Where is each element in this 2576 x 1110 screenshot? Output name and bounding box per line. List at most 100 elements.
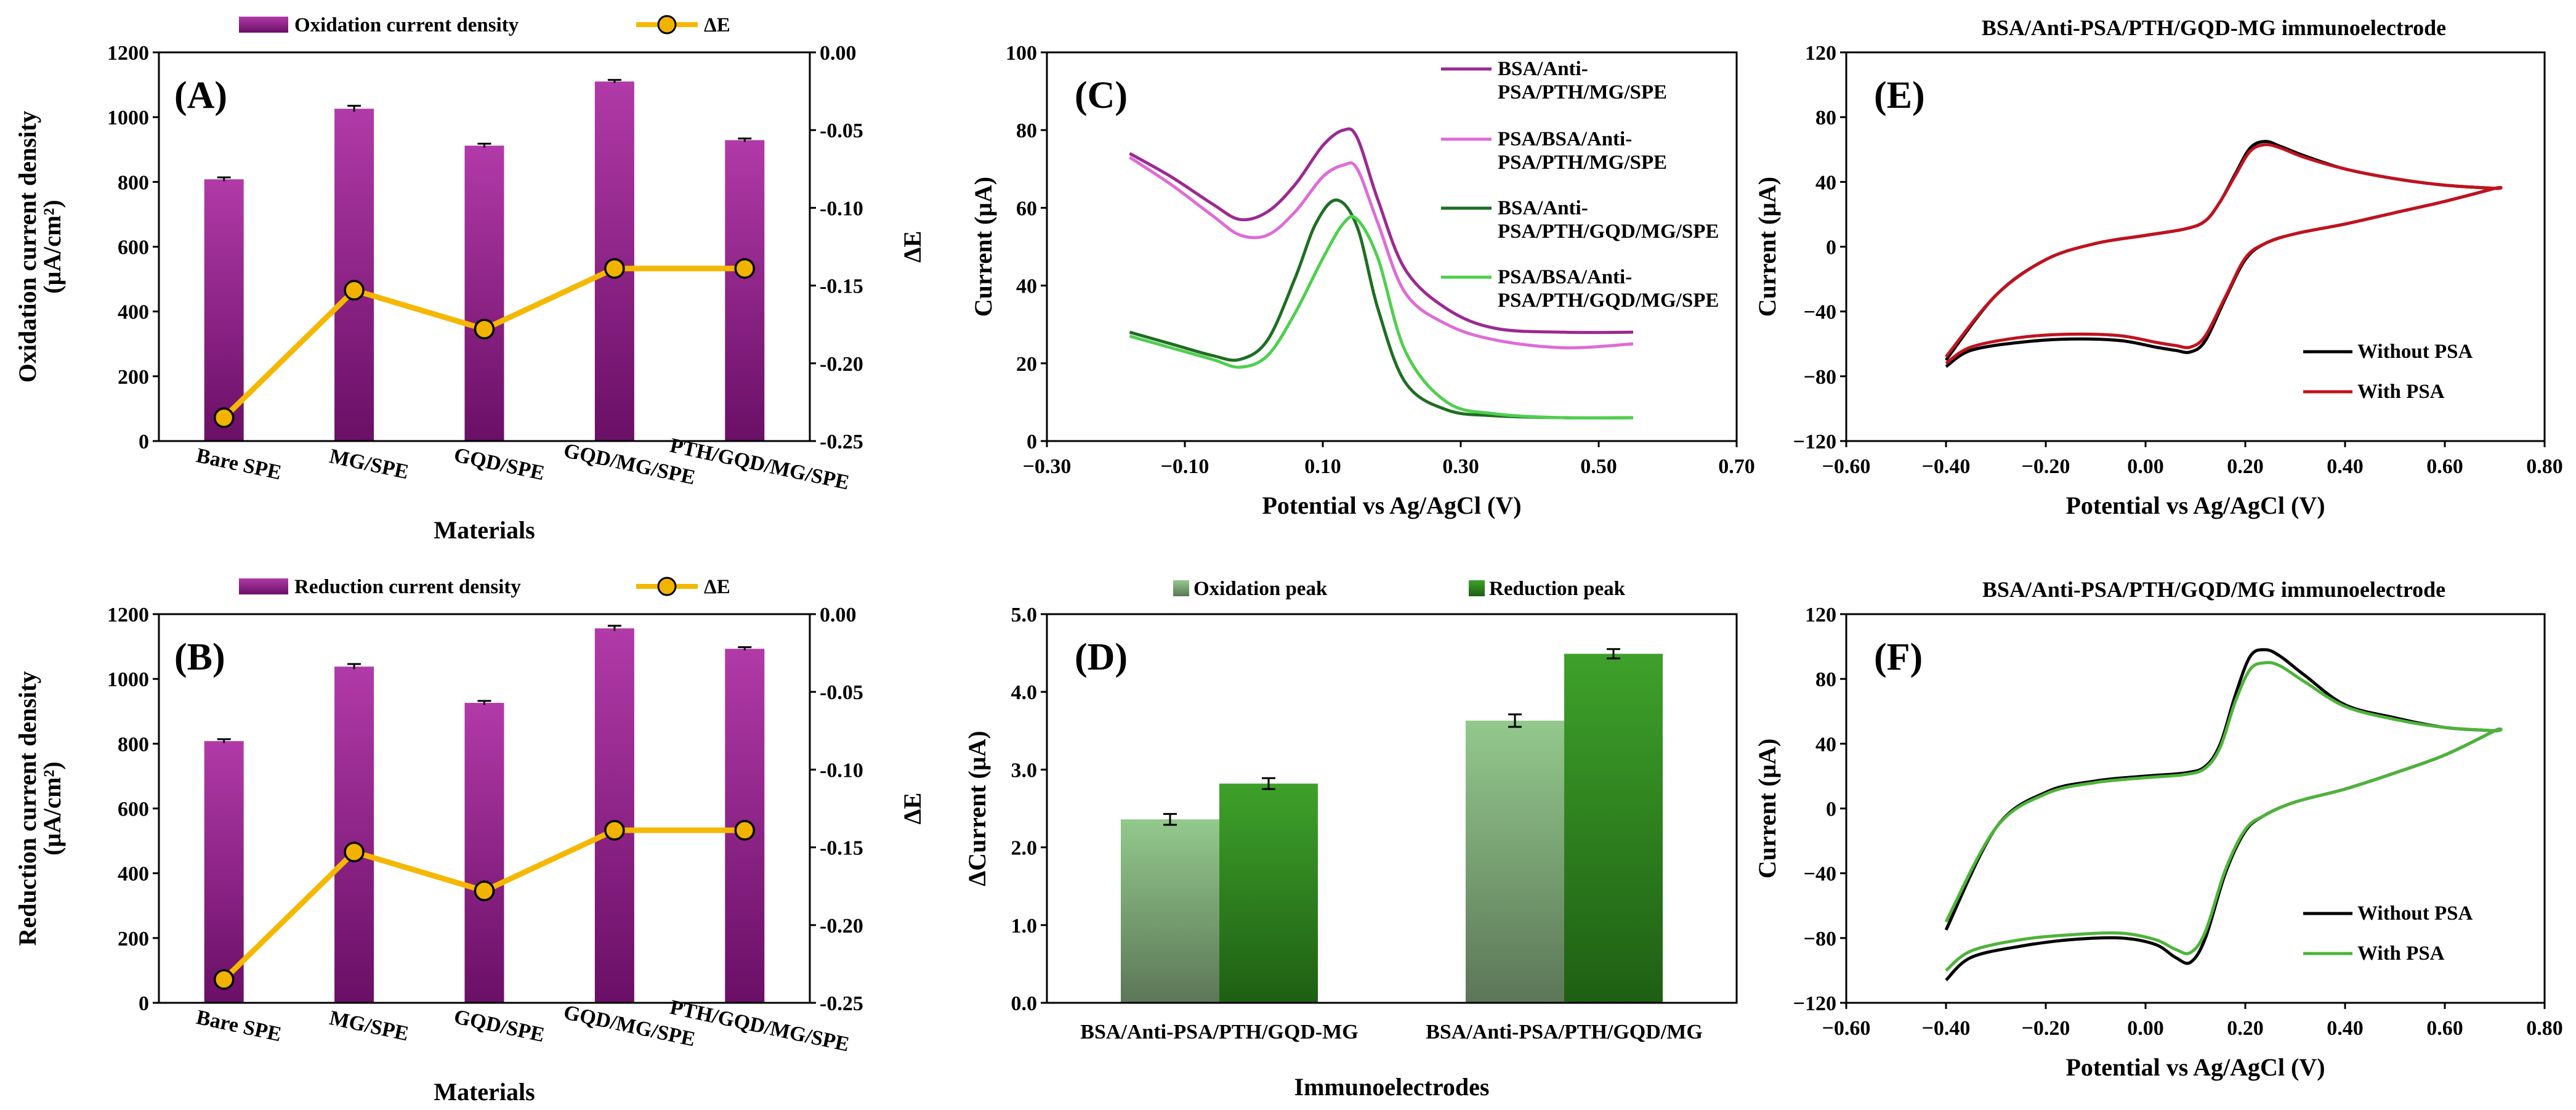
panel-b-bar-4 [594,628,634,1003]
panel-a-de-point-3 [474,318,495,340]
panel-b-ytick-label: 800 [118,733,149,756]
panel-a-xtick-label: GQD/SPE [452,444,547,485]
panel-b-de-point-2 [344,841,365,862]
panel-b-de-point-4 [604,820,625,841]
panel-f-title: BSA/Anti-PSA/PTH/GQD/MG immunoelectrode [1982,577,2445,602]
panel-c-panel-label: (C) [1075,75,1128,116]
panel-a-ytick-label: 200 [118,366,149,389]
panel-a-de-point-5 [734,258,756,279]
panel-e-ytick-label: 40 [1815,171,1836,194]
panel-f-ytick-label: 120 [1805,604,1836,626]
panel-a-ytick-label: 400 [118,301,149,324]
panel-a-legend-label-bar: Oxidation current density [294,14,519,36]
panel-e-panel-label: (E) [1874,75,1925,116]
panel-d-ylabel: ΔCurrent (μA) [963,731,991,886]
panel-c-legend-label-2-b: PSA/PTH/MG/SPE [1498,152,1667,174]
panel-e-xtick-label: −0.40 [1922,455,1971,478]
panel-c-legend-label-4-a: PSA/BSA/Anti- [1498,266,1632,288]
panel-b-ytick-label: 0 [139,992,149,1015]
panel-a-bar-2 [334,108,374,441]
panel-f-ylabel: Current (μA) [1753,739,1781,878]
panel-d-ytick-label: 1.0 [1011,915,1038,938]
panel-b-xtick-label: Bare SPE [195,1006,284,1046]
panel-c-legend-label-1-a: BSA/Anti- [1498,58,1588,80]
panel-a-xtick-label: Bare SPE [195,444,284,484]
panel-f-cv-loop-2 [1944,661,2503,972]
panel-e-ytick-label: 80 [1815,107,1836,129]
panel-a-y2tick-label: -0.10 [820,197,863,220]
panel-e-ytick-label: −40 [1804,301,1836,324]
panel-e-xlabel: Potential vs Ag/AgCl (V) [2065,492,2325,519]
panel-e-cv-loop-1 [1945,140,2503,368]
panel-e-xtick-label: 0.40 [2327,455,2364,478]
panel-c-curve-4 [1129,214,1634,420]
panel-c-ytick-label: 40 [1016,275,1037,298]
panel-f-ytick-label: 0 [1826,798,1836,821]
panel-c-xlabel: Potential vs Ag/AgCl (V) [1262,492,1521,519]
panel-a-y2tick-label: 0.00 [820,42,857,65]
panel-b-legend-swatch-bar [239,578,288,594]
panel-b-ylabel-line2: (μA/cm²) [38,761,66,855]
panel-b-legend-label-de: ΔE [704,576,730,598]
panel-b-de-point-1 [213,969,235,990]
panel-a-ylabel-line2: (μA/cm²) [38,200,66,293]
panel-e-xtick-label: 0.20 [2227,455,2264,478]
panel-c-legend-label-3-a: BSA/Anti- [1498,197,1588,219]
panel-f-cv-loop-1 [1944,648,2503,982]
panel-e-xtick-label: −0.20 [2022,455,2070,478]
panel-d-xtick-label: BSA/Anti-PSA/PTH/GQD-MG [1080,1021,1358,1043]
panel-a-y2label: ΔE [898,231,926,263]
panel-d-legend-label-ox: Oxidation peak [1193,578,1328,600]
panel-b-y2tick-label: -0.10 [820,759,863,782]
panel-f-xlabel: Potential vs Ag/AgCl (V) [2065,1053,2325,1081]
panel-b-y2tick-label: -0.05 [820,681,863,704]
panel-e-legend-label-1: Without PSA [2357,341,2473,363]
panel-a-y2tick-label: -0.25 [820,431,863,453]
panel-a-de-point-1 [213,407,235,428]
panel-f-ytick-label: −80 [1804,928,1836,950]
panel-a-legend-marker-de [657,15,677,34]
panel-f-xtick-label: −0.60 [1822,1017,1871,1040]
panel-d-legend-swatch-ox [1173,580,1189,596]
panel-d-bar-1-2 [1219,784,1318,1003]
panel-b-bar-3 [464,703,504,1003]
panel-b-xlabel: Materials [434,1078,535,1106]
panel-e-xtick-label: 0.00 [2127,455,2164,478]
panel-b-de-point-5 [734,820,756,841]
panel-e-xtick-label: 0.60 [2426,455,2463,478]
panel-f-ytick-label: 40 [1815,733,1836,756]
panel-c-ytick-label: 60 [1016,197,1037,220]
panel-a-bar-3 [464,145,504,441]
panel-b-xtick-label: GQD/SPE [452,1005,547,1047]
panel-a-y2tick-label: -0.05 [820,120,863,142]
panel-b-de-point-3 [474,880,495,902]
panel-f-ytick-label: −40 [1804,863,1836,886]
panel-d-xtick-label: BSA/Anti-PSA/PTH/GQD/MG [1426,1021,1703,1043]
panel-b-panel-label: (B) [174,636,225,678]
panel-a-legend-label-de: ΔE [704,14,730,36]
panel-d-bar-1-1 [1121,819,1219,1003]
panel-c-xtick-label: 0.50 [1580,455,1617,478]
panel-b-bar-2 [334,666,374,1003]
panel-a-y2tick-label: -0.15 [820,275,863,298]
panel-a-ytick-label: 0 [139,431,149,453]
panel-c-ytick-label: 0 [1027,431,1037,453]
panel-f-legend-label-1: Without PSA [2357,902,2473,925]
panel-c-plot-frame [1046,51,1738,442]
panel-a-xtick-label: MG/SPE [328,445,411,484]
panel-f-xtick-label: −0.40 [1922,1017,1971,1040]
panel-a-ytick-label: 600 [118,237,149,259]
panel-d-ytick-label: 3.0 [1011,759,1038,782]
panel-a-legend-swatch-bar [239,17,288,33]
panel-d-bar-2-2 [1564,654,1663,1003]
panel-a-ytick-label: 800 [118,171,149,194]
panel-a-de-point-4 [604,258,625,279]
panel-b-ylabel-line1: Reduction current density [14,671,41,946]
panel-b-ytick-label: 600 [118,798,149,821]
panel-c-curve-2 [1129,156,1634,350]
panel-c-xtick-label: 0.70 [1718,455,1755,478]
panel-e-title: BSA/Anti-PSA/PTH/GQD-MG immunoelectrode [1982,15,2446,40]
panel-b-y2tick-label: 0.00 [820,604,857,626]
panel-f-xtick-label: 0.20 [2227,1017,2264,1040]
